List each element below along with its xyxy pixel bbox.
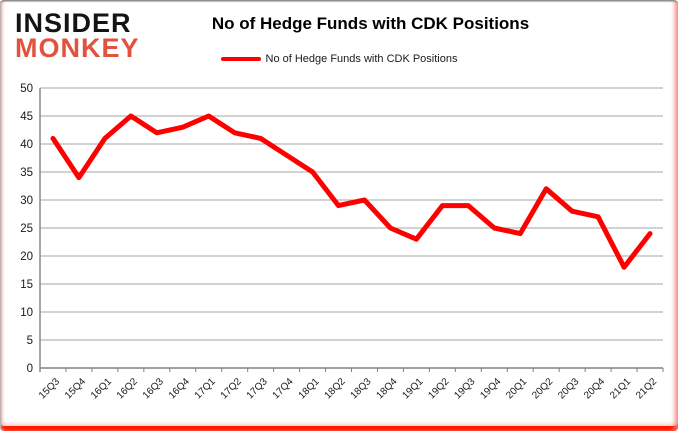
chart-title: No of Hedge Funds with CDK Positions [211,14,530,33]
y-axis-label: 40 [20,139,33,151]
y-axis-label: 50 [20,83,33,95]
x-axis-label: 15Q3 [37,376,62,401]
x-axis-label: 17Q1 [193,376,218,401]
y-axis-label: 35 [20,167,33,179]
x-axis-label: 18Q4 [374,376,399,401]
x-axis-label: 17Q4 [271,376,296,401]
x-axis-label: 21Q2 [634,376,659,401]
x-axis-label: 19Q4 [478,376,503,401]
y-axis-label: 5 [27,335,33,347]
x-axis-label: 20Q1 [504,376,529,401]
insider-monkey-logo: INSIDER MONKEY [15,8,140,64]
x-axis-label: 16Q4 [167,376,192,401]
x-axis-label: 17Q2 [219,376,244,401]
x-axis-label: 19Q1 [400,376,425,401]
y-axis-label: 20 [20,251,33,263]
x-axis-label: 20Q2 [530,376,555,401]
chart-legend: No of Hedge Funds with CDK Positions [0,53,678,65]
x-axis-label: 16Q3 [141,376,166,401]
y-axis-label: 10 [20,307,33,319]
y-axis-label: 0 [27,363,33,375]
logo-insider-text: INSIDER [15,8,132,38]
legend-label: No of Hedge Funds with CDK Positions [265,53,458,65]
x-axis-label: 20Q3 [556,376,581,401]
x-axis-label: 15Q4 [63,376,88,401]
x-axis-label: 18Q3 [349,376,374,401]
x-axis-label: 18Q2 [323,376,348,401]
x-axis-label: 20Q4 [582,376,607,401]
x-axis-label: 19Q3 [452,376,477,401]
x-axis-label: 19Q2 [426,376,451,401]
x-axis-label: 16Q2 [115,376,140,401]
x-axis-label: 17Q3 [245,376,270,401]
y-axis-label: 15 [20,279,33,291]
y-axis-label: 25 [20,223,33,235]
logo-monkey-text: MONKEY [15,33,140,64]
y-axis-label: 45 [20,111,33,123]
legend-line-swatch [220,57,261,61]
x-axis-label: 21Q1 [608,376,633,401]
y-axis-label: 30 [20,195,33,207]
data-line [50,113,653,270]
x-axis-label: 18Q1 [297,376,322,401]
x-axis-label: 16Q1 [89,376,114,401]
